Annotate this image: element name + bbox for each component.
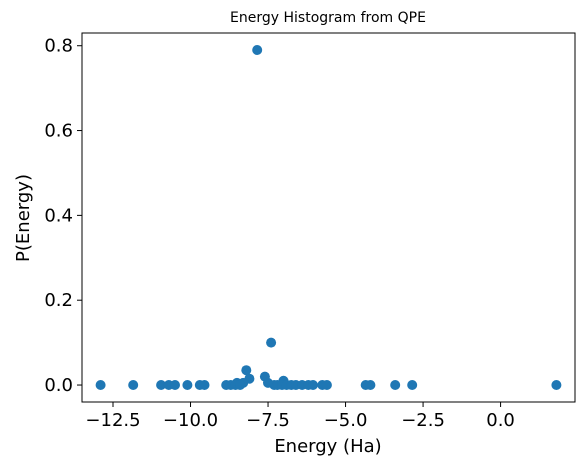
x-tick-label: −12.5 xyxy=(85,410,140,431)
x-axis-label: Energy (Ha) xyxy=(274,436,381,457)
data-point xyxy=(170,380,180,390)
y-tick-label: 0.0 xyxy=(44,375,73,396)
data-point xyxy=(551,380,562,390)
x-tick-label: −7.5 xyxy=(246,410,290,431)
data-point xyxy=(365,380,376,390)
data-point xyxy=(390,380,401,390)
y-tick-label: 0.6 xyxy=(44,121,73,142)
data-point xyxy=(321,380,332,390)
data-point xyxy=(182,380,193,390)
y-tick-label: 0.2 xyxy=(44,290,73,311)
x-tick-label: −5.0 xyxy=(324,410,368,431)
data-point xyxy=(199,380,210,390)
y-axis-label: P(Energy) xyxy=(13,174,34,262)
data-point xyxy=(95,380,106,390)
data-point xyxy=(128,380,139,390)
data-point xyxy=(407,380,418,390)
y-axis-ticks: 0.0 0.2 0.4 0.6 0.8 xyxy=(44,36,82,396)
y-tick-label: 0.4 xyxy=(44,205,73,226)
data-points xyxy=(95,45,562,390)
chart-title: Energy Histogram from QPE xyxy=(230,10,426,26)
data-point xyxy=(156,380,167,390)
data-point xyxy=(266,337,277,348)
x-tick-label: −10.0 xyxy=(163,410,218,431)
x-tick-label: 0.0 xyxy=(486,410,515,431)
y-tick-label: 0.8 xyxy=(44,36,73,57)
data-point xyxy=(241,365,252,376)
data-point xyxy=(252,45,263,55)
x-axis-ticks: −12.5 −10.0 −7.5 −5.0 −2.5 0.0 xyxy=(85,402,515,431)
plot-frame xyxy=(81,32,576,403)
data-point xyxy=(235,380,246,390)
x-tick-label: −2.5 xyxy=(401,410,445,431)
data-point xyxy=(308,380,318,390)
